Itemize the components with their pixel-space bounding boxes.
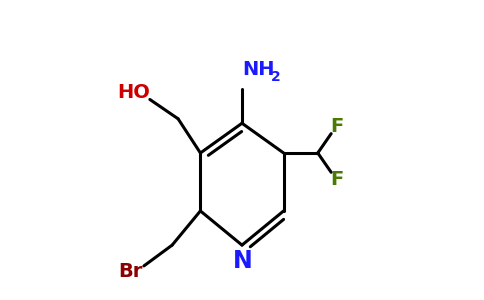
Text: 2: 2: [272, 70, 281, 84]
Text: NH: NH: [242, 60, 274, 79]
Text: HO: HO: [117, 82, 150, 101]
Text: F: F: [331, 170, 344, 189]
Text: Br: Br: [119, 262, 143, 281]
Text: N: N: [233, 250, 253, 274]
Text: F: F: [331, 117, 344, 136]
